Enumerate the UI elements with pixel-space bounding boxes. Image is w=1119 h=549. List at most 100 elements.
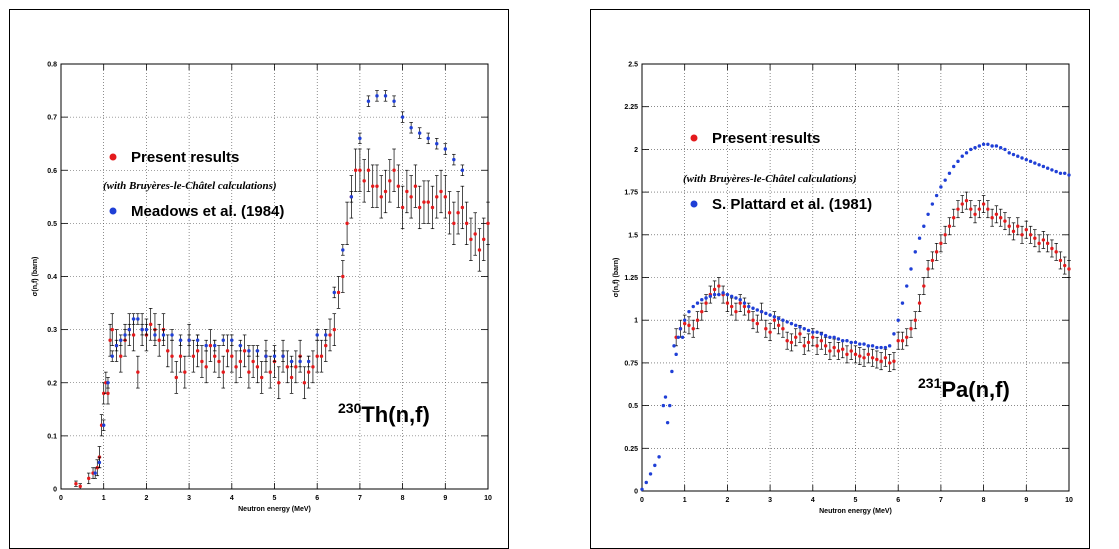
data-point bbox=[140, 327, 144, 332]
x-tick-label: 0 bbox=[640, 497, 644, 504]
y-tick-label: 0.8 bbox=[47, 62, 57, 69]
data-point bbox=[238, 343, 243, 348]
data-point bbox=[1054, 250, 1058, 254]
data-point bbox=[794, 323, 798, 328]
data-point bbox=[375, 94, 379, 98]
data-point bbox=[672, 344, 676, 348]
data-point bbox=[97, 460, 102, 465]
data-point bbox=[981, 142, 986, 146]
data-point bbox=[747, 304, 751, 309]
data-point bbox=[264, 354, 268, 358]
data-point bbox=[405, 189, 409, 194]
x-tick-label: 4 bbox=[811, 497, 815, 504]
x-tick-label: 8 bbox=[401, 495, 405, 502]
data-point bbox=[306, 359, 311, 364]
data-point bbox=[875, 345, 879, 350]
data-point bbox=[110, 327, 114, 332]
data-point bbox=[187, 338, 191, 342]
data-point bbox=[289, 375, 294, 380]
y-tick-label: 0.2 bbox=[47, 380, 57, 387]
y-tick-label: 0.3 bbox=[47, 327, 57, 334]
data-point bbox=[676, 335, 680, 339]
data-point bbox=[691, 304, 695, 309]
data-point bbox=[823, 333, 828, 338]
data-point bbox=[926, 267, 930, 271]
data-point bbox=[866, 352, 871, 357]
data-point bbox=[892, 332, 896, 336]
data-point bbox=[221, 338, 225, 342]
data-point bbox=[969, 207, 973, 211]
data-point bbox=[683, 318, 687, 322]
data-point bbox=[960, 154, 964, 158]
data-point bbox=[858, 342, 862, 346]
data-point bbox=[798, 332, 802, 336]
data-point bbox=[977, 144, 982, 148]
data-point bbox=[213, 343, 217, 348]
data-point bbox=[785, 338, 789, 343]
data-point bbox=[426, 200, 430, 204]
data-point bbox=[409, 195, 413, 199]
data-point bbox=[213, 354, 217, 358]
data-point bbox=[802, 327, 806, 331]
data-point bbox=[1063, 263, 1067, 268]
data-point bbox=[311, 365, 315, 369]
data-point bbox=[1067, 173, 1071, 177]
data-point bbox=[174, 375, 178, 380]
data-point bbox=[986, 207, 990, 211]
series-1 bbox=[93, 90, 465, 479]
data-point bbox=[306, 370, 311, 374]
data-point bbox=[729, 304, 734, 309]
legend-marker bbox=[690, 134, 698, 142]
data-point bbox=[379, 195, 383, 199]
series-1 bbox=[640, 142, 1071, 491]
data-point bbox=[836, 337, 841, 341]
data-point bbox=[755, 308, 759, 312]
data-point bbox=[998, 216, 1003, 220]
data-point bbox=[1050, 168, 1054, 172]
data-point bbox=[345, 221, 349, 226]
data-point bbox=[366, 99, 371, 103]
data-point bbox=[392, 168, 396, 172]
data-point bbox=[823, 344, 828, 348]
data-point bbox=[1007, 151, 1011, 155]
data-point bbox=[691, 327, 695, 331]
data-point bbox=[794, 335, 798, 339]
y-tick-label: 0.4 bbox=[47, 274, 57, 281]
data-point bbox=[892, 359, 896, 363]
data-point bbox=[776, 323, 781, 328]
data-point bbox=[157, 338, 161, 342]
data-point bbox=[417, 205, 422, 210]
data-point bbox=[170, 333, 174, 337]
data-point bbox=[994, 212, 999, 217]
data-point bbox=[1003, 219, 1007, 223]
data-point bbox=[700, 309, 704, 314]
data-point bbox=[956, 207, 960, 211]
reaction-mass-number: 230 bbox=[338, 400, 362, 416]
y-tick-label: 2.25 bbox=[624, 104, 638, 111]
data-point bbox=[896, 318, 900, 322]
data-point bbox=[973, 212, 977, 217]
data-point bbox=[1041, 238, 1046, 242]
data-point bbox=[913, 318, 917, 322]
data-point bbox=[806, 340, 811, 345]
data-point bbox=[665, 420, 670, 425]
data-point bbox=[798, 325, 802, 329]
reaction-label: 230Th(n,f) bbox=[338, 400, 430, 427]
x-tick-label: 10 bbox=[1065, 497, 1073, 504]
data-point bbox=[1037, 241, 1041, 246]
data-point bbox=[849, 349, 853, 353]
data-point bbox=[469, 237, 473, 242]
y-tick-label: 2.5 bbox=[628, 62, 638, 69]
data-point bbox=[776, 316, 781, 321]
data-point bbox=[687, 309, 691, 314]
data-point bbox=[747, 309, 751, 314]
data-point bbox=[1028, 233, 1033, 237]
x-tick-label: 6 bbox=[315, 495, 319, 502]
data-point bbox=[811, 330, 815, 334]
data-point bbox=[930, 258, 935, 263]
data-point bbox=[986, 142, 990, 146]
data-point bbox=[815, 344, 819, 348]
data-point bbox=[704, 301, 708, 305]
data-point bbox=[443, 195, 447, 199]
data-point bbox=[87, 476, 91, 481]
